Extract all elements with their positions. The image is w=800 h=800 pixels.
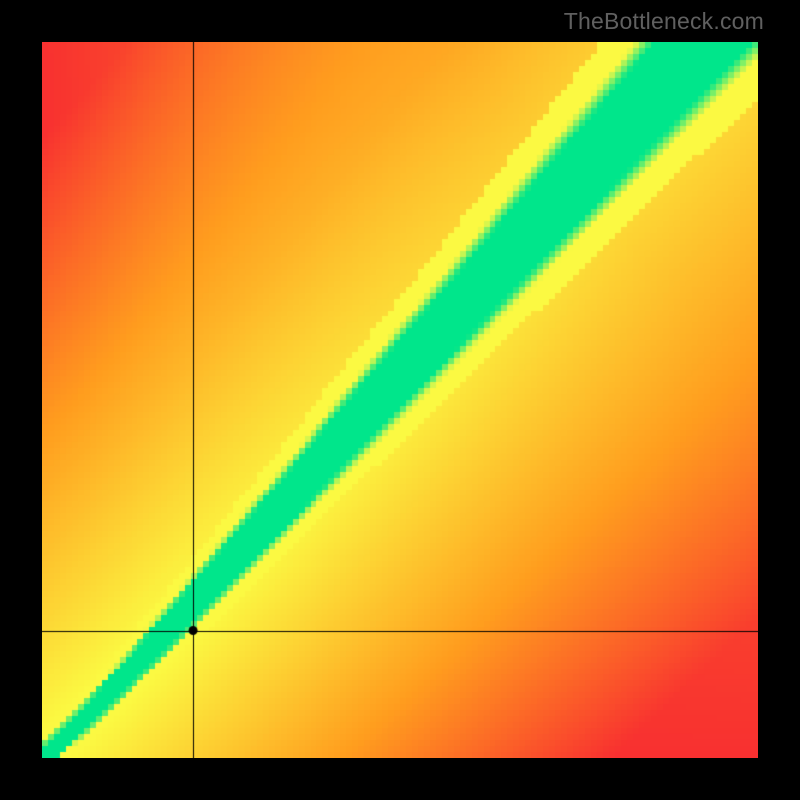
watermark-text: TheBottleneck.com [564, 8, 764, 35]
chart-container: TheBottleneck.com [0, 0, 800, 800]
crosshair-overlay [42, 42, 758, 758]
